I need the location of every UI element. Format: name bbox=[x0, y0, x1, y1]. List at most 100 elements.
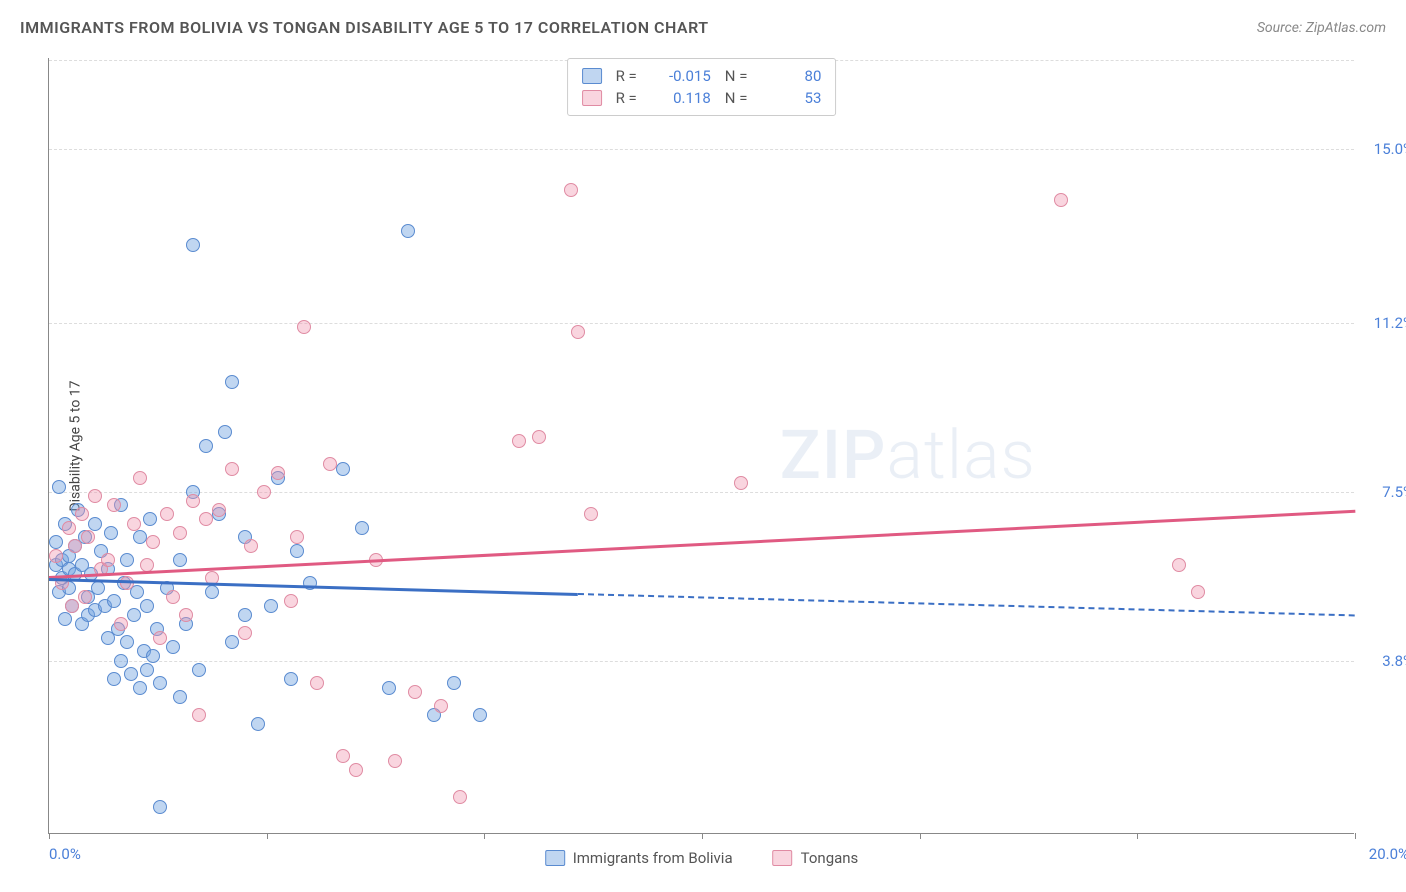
chart-title: IMMIGRANTS FROM BOLIVIA VS TONGAN DISABI… bbox=[20, 18, 709, 37]
point-tongan bbox=[173, 526, 187, 540]
point-bolivia bbox=[146, 649, 160, 663]
point-bolivia bbox=[205, 585, 219, 599]
point-bolivia bbox=[401, 224, 415, 238]
point-tongan bbox=[62, 521, 76, 535]
point-bolivia bbox=[120, 635, 134, 649]
point-tongan bbox=[290, 530, 304, 544]
point-bolivia bbox=[173, 553, 187, 567]
watermark: ZIPatlas bbox=[780, 415, 1036, 495]
point-tongan bbox=[153, 631, 167, 645]
point-bolivia bbox=[225, 635, 239, 649]
point-tongan bbox=[271, 466, 285, 480]
point-bolivia bbox=[355, 521, 369, 535]
point-bolivia bbox=[382, 681, 396, 695]
point-tongan bbox=[140, 558, 154, 572]
r-value: 0.118 bbox=[651, 89, 711, 107]
point-bolivia bbox=[91, 581, 105, 595]
point-tongan bbox=[212, 503, 226, 517]
point-bolivia bbox=[140, 663, 154, 677]
legend-series-label: Immigrants from Bolivia bbox=[573, 849, 733, 867]
point-bolivia bbox=[173, 690, 187, 704]
point-tongan bbox=[192, 708, 206, 722]
point-bolivia bbox=[473, 708, 487, 722]
point-bolivia bbox=[52, 480, 66, 494]
point-tongan bbox=[146, 535, 160, 549]
point-tongan bbox=[284, 594, 298, 608]
point-bolivia bbox=[225, 375, 239, 389]
chart-header: IMMIGRANTS FROM BOLIVIA VS TONGAN DISABI… bbox=[20, 18, 1386, 37]
point-bolivia bbox=[166, 640, 180, 654]
point-bolivia bbox=[107, 594, 121, 608]
point-tongan bbox=[564, 183, 578, 197]
point-tongan bbox=[336, 749, 350, 763]
point-tongan bbox=[166, 590, 180, 604]
point-bolivia bbox=[140, 599, 154, 613]
n-label: N = bbox=[725, 67, 748, 85]
point-tongan bbox=[75, 507, 89, 521]
y-tick-label: 3.8% bbox=[1359, 652, 1406, 670]
n-value: 80 bbox=[761, 67, 821, 85]
gridline-h bbox=[49, 149, 1354, 150]
point-tongan bbox=[114, 617, 128, 631]
point-tongan bbox=[1054, 193, 1068, 207]
point-bolivia bbox=[153, 676, 167, 690]
point-bolivia bbox=[107, 672, 121, 686]
legend-swatch bbox=[582, 68, 602, 84]
point-tongan bbox=[238, 626, 252, 640]
x-tick-mark bbox=[920, 833, 921, 839]
point-bolivia bbox=[104, 526, 118, 540]
point-bolivia bbox=[264, 599, 278, 613]
point-bolivia bbox=[88, 517, 102, 531]
point-tongan bbox=[88, 489, 102, 503]
point-tongan bbox=[101, 553, 115, 567]
point-bolivia bbox=[124, 667, 138, 681]
n-value: 53 bbox=[761, 89, 821, 107]
point-bolivia bbox=[218, 425, 232, 439]
point-bolivia bbox=[336, 462, 350, 476]
y-tick-label: 11.2% bbox=[1359, 314, 1406, 332]
point-tongan bbox=[297, 320, 311, 334]
point-tongan bbox=[78, 590, 92, 604]
point-tongan bbox=[734, 476, 748, 490]
point-tongan bbox=[107, 498, 121, 512]
series-legend: Immigrants from Bolivia Tongans bbox=[545, 849, 859, 867]
point-tongan bbox=[133, 471, 147, 485]
r-label: R = bbox=[616, 67, 637, 85]
point-bolivia bbox=[49, 535, 63, 549]
x-tick-mark bbox=[267, 833, 268, 839]
x-axis-min-label: 0.0% bbox=[49, 845, 81, 863]
point-tongan bbox=[81, 530, 95, 544]
point-bolivia bbox=[153, 800, 167, 814]
point-bolivia bbox=[447, 676, 461, 690]
point-tongan bbox=[65, 599, 79, 613]
point-tongan bbox=[1191, 585, 1205, 599]
x-tick-mark bbox=[1137, 833, 1138, 839]
trendline-bolivia-extrapolated bbox=[578, 593, 1355, 616]
point-tongan bbox=[388, 754, 402, 768]
point-bolivia bbox=[284, 672, 298, 686]
x-tick-mark bbox=[702, 833, 703, 839]
legend-series-item: Immigrants from Bolivia bbox=[545, 849, 733, 867]
point-tongan bbox=[571, 325, 585, 339]
y-tick-label: 15.0% bbox=[1359, 140, 1406, 158]
point-bolivia bbox=[143, 512, 157, 526]
x-tick-mark bbox=[1355, 833, 1356, 839]
point-bolivia bbox=[114, 654, 128, 668]
point-tongan bbox=[127, 517, 141, 531]
point-tongan bbox=[49, 549, 63, 563]
point-tongan bbox=[186, 494, 200, 508]
point-tongan bbox=[310, 676, 324, 690]
correlation-legend: R =-0.015N =80R =0.118N =53 bbox=[567, 58, 837, 116]
point-tongan bbox=[434, 699, 448, 713]
scatter-chart: ZIPatlas R =-0.015N =80R =0.118N =53 0.0… bbox=[48, 58, 1354, 834]
point-tongan bbox=[244, 539, 258, 553]
point-tongan bbox=[68, 539, 82, 553]
legend-stat-row: R =-0.015N =80 bbox=[582, 65, 822, 87]
point-bolivia bbox=[290, 544, 304, 558]
legend-series-item: Tongans bbox=[773, 849, 859, 867]
point-tongan bbox=[349, 763, 363, 777]
n-label: N = bbox=[725, 89, 748, 107]
point-bolivia bbox=[120, 553, 134, 567]
point-tongan bbox=[532, 430, 546, 444]
legend-series-label: Tongans bbox=[801, 849, 859, 867]
